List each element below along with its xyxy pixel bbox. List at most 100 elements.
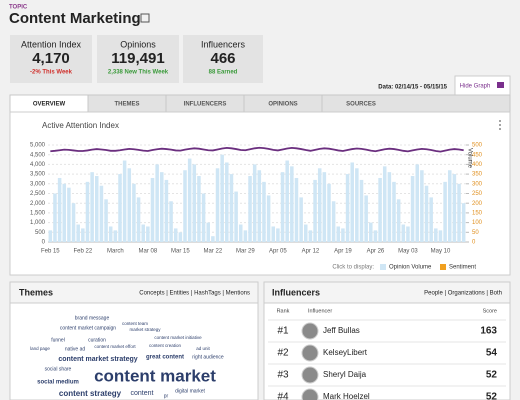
bar (378, 177, 382, 242)
tab[interactable]: SOURCES (346, 102, 376, 108)
stat-label: Attention Index (21, 39, 82, 49)
bar (461, 203, 466, 242)
influencer-name[interactable]: Mark Hoelzel (323, 392, 370, 400)
bar (382, 166, 387, 242)
legend-label[interactable]: Sentiment (449, 265, 476, 271)
influencer-name[interactable]: Sheryl Daija (323, 370, 367, 379)
bar (285, 160, 289, 242)
x-tick-label: May 10 (431, 249, 451, 255)
panel-filters[interactable]: Concepts | Entities | HashTags | Mention… (139, 291, 250, 297)
theme-word[interactable]: content creation (149, 343, 182, 348)
bar (169, 201, 173, 242)
column-header: Score (483, 308, 497, 314)
theme-word[interactable]: pr (164, 393, 169, 399)
bar (322, 172, 327, 242)
score: 52 (486, 392, 498, 400)
legend-swatch[interactable] (380, 264, 386, 270)
theme-word[interactable]: digital market (175, 388, 205, 394)
stat-change: 2,338 New This Week (108, 70, 169, 76)
bar (67, 187, 71, 242)
menu-dot[interactable] (499, 128, 501, 130)
bar (290, 166, 294, 242)
y-tick-label: 1,000 (30, 220, 46, 226)
bar (108, 226, 113, 242)
y2-tick-label: 450 (472, 152, 483, 158)
bar (345, 174, 350, 242)
legend-swatch[interactable] (440, 264, 446, 270)
theme-word[interactable]: content market strategy (58, 356, 137, 363)
stat-value: 466 (210, 50, 235, 67)
panel-title: Influencers (272, 287, 320, 297)
bar (452, 174, 457, 242)
hide-graph[interactable]: Hide Graph (460, 84, 491, 90)
bar (308, 230, 313, 242)
stat-value: 119,491 (111, 50, 164, 67)
bar (76, 224, 80, 242)
score: 54 (486, 348, 498, 359)
theme-word[interactable]: right audience (192, 354, 224, 360)
influencer-name[interactable]: Jeff Bullas (323, 326, 360, 335)
bar (173, 228, 178, 242)
edit-icon[interactable] (140, 13, 150, 23)
theme-word[interactable]: land page (30, 346, 50, 351)
panel-filters[interactable]: People | Organizations | Both (424, 291, 502, 297)
theme-word[interactable]: brand message (75, 315, 110, 321)
bar (252, 164, 257, 242)
bar (71, 203, 76, 242)
menu-dot[interactable] (499, 120, 501, 122)
bar (206, 222, 210, 242)
influencer-name[interactable]: KelseyLibert (323, 348, 368, 357)
bar (85, 181, 90, 242)
y2-axis-title: Volume (466, 148, 472, 169)
bar (331, 201, 336, 242)
theme-word[interactable]: great content (146, 355, 184, 361)
bar (424, 185, 429, 242)
bar (229, 174, 234, 242)
y2-tick-label: 300 (472, 181, 483, 187)
bar (104, 199, 108, 242)
theme-word[interactable]: ad unit (196, 346, 210, 351)
tab[interactable]: OVERVIEW (33, 102, 66, 108)
tab[interactable]: OPINIONS (268, 102, 297, 108)
bar (150, 177, 155, 242)
legend-label[interactable]: Opinion Volume (389, 265, 432, 271)
theme-word[interactable]: social share (45, 366, 72, 372)
theme-word[interactable]: content strategy (59, 389, 122, 398)
bar (406, 226, 410, 242)
theme-word[interactable]: content market effort (94, 344, 136, 349)
chart-title: Active Attention Index (42, 121, 119, 130)
bar (438, 230, 443, 242)
column-header: Influencer (308, 308, 332, 314)
menu-dot[interactable] (499, 124, 501, 126)
x-tick-label: Feb 15 (41, 249, 60, 255)
x-tick-label: Apr 05 (269, 249, 287, 255)
bar (95, 176, 99, 242)
theme-word[interactable]: content market campaign (60, 325, 116, 331)
bar (57, 177, 62, 242)
bar (90, 172, 94, 242)
theme-word[interactable]: funnel (51, 337, 65, 343)
bar (136, 197, 141, 242)
bar (271, 226, 276, 242)
y-tick-label: 5,000 (30, 143, 46, 149)
bar (132, 183, 136, 242)
bar (401, 224, 406, 242)
theme-word[interactable]: curation (88, 337, 106, 343)
y2-tick-label: 50 (472, 230, 479, 236)
bar (420, 170, 424, 242)
theme-word[interactable]: content market (94, 366, 216, 385)
tab[interactable]: INFLUENCERS (184, 102, 227, 108)
theme-word[interactable]: content team (122, 321, 148, 326)
theme-word[interactable]: social medium (37, 380, 79, 386)
theme-word[interactable]: content market initiative (154, 335, 202, 340)
theme-word[interactable]: native ad (65, 346, 86, 352)
themes-header (9, 281, 259, 304)
theme-word[interactable]: content (131, 390, 154, 397)
bar (187, 158, 192, 242)
bar (457, 183, 461, 242)
tab[interactable]: THEMES (114, 102, 139, 108)
score: 163 (480, 326, 497, 337)
bar (160, 172, 164, 242)
theme-word[interactable]: market strategy (129, 327, 161, 332)
